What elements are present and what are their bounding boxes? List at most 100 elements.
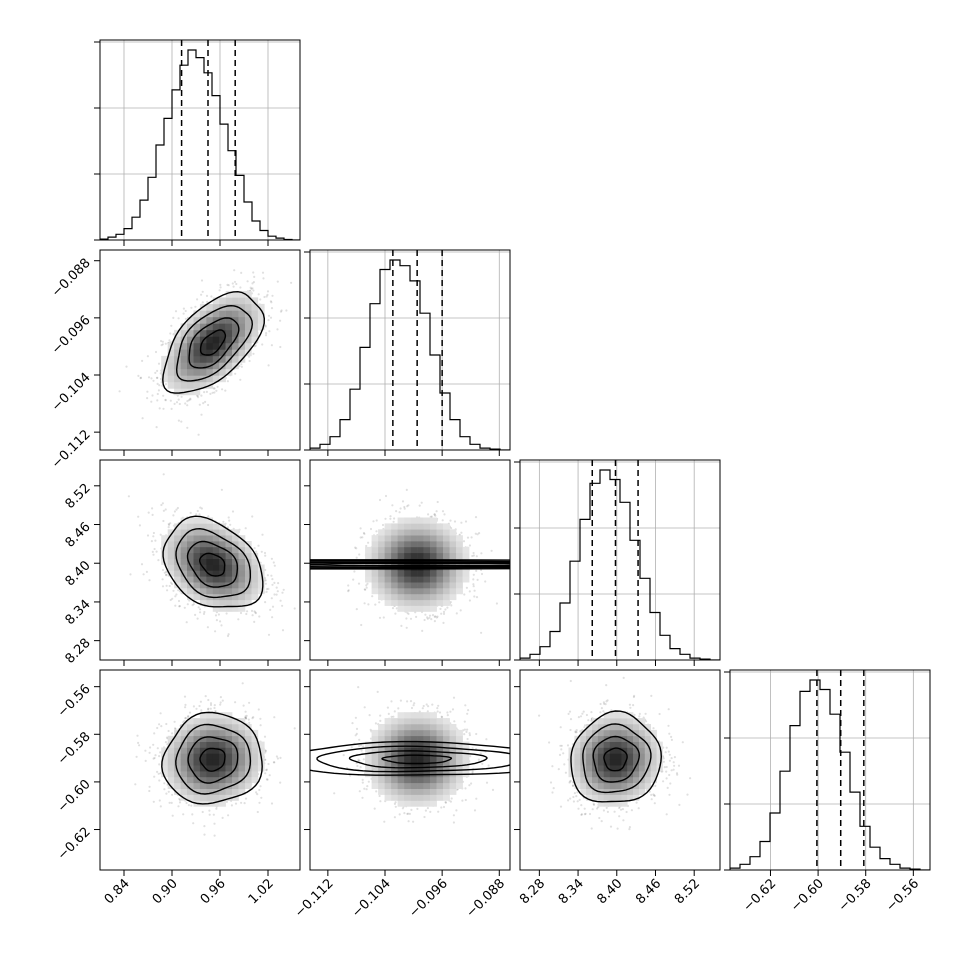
- panel-content: [0, 489, 914, 634]
- sample-point: [277, 590, 279, 592]
- sample-point: [206, 301, 208, 303]
- density-cell: [430, 547, 437, 553]
- density-cell: [437, 570, 444, 576]
- sample-point: [146, 391, 148, 393]
- sample-point: [264, 601, 266, 603]
- sample-point: [262, 277, 264, 279]
- sample-point: [166, 589, 168, 591]
- density-cell: [219, 576, 226, 582]
- density-cell: [213, 323, 220, 330]
- sample-point: [434, 620, 436, 622]
- sample-point: [174, 403, 176, 405]
- density-cell: [456, 547, 463, 553]
- sample-point: [146, 571, 148, 573]
- density-cell: [213, 559, 220, 565]
- density-cell: [443, 553, 450, 559]
- sample-point: [347, 590, 349, 592]
- density-cell: [456, 588, 463, 594]
- sample-point: [273, 582, 275, 584]
- sample-point: [261, 534, 263, 536]
- sample-point: [467, 537, 469, 539]
- density-cell: [378, 553, 385, 559]
- density-cell: [385, 588, 392, 594]
- density-cell: [168, 559, 175, 565]
- density-cell: [372, 588, 379, 594]
- sample-point: [282, 629, 284, 631]
- density-cell: [181, 565, 188, 571]
- density-cell: [378, 547, 385, 553]
- sample-point: [281, 592, 283, 594]
- sample-point: [402, 500, 404, 502]
- sample-point: [228, 284, 230, 286]
- sample-point: [185, 318, 187, 320]
- density-cell: [417, 541, 424, 547]
- sample-point: [366, 587, 368, 589]
- density-cell: [437, 594, 444, 600]
- density-cell: [174, 388, 181, 395]
- density-cell: [219, 297, 226, 304]
- sample-point: [152, 744, 154, 746]
- density-cell: [417, 535, 424, 541]
- sample-point: [440, 613, 442, 615]
- density-cell: [245, 594, 252, 600]
- sample-point: [474, 590, 476, 592]
- density-cell: [411, 606, 418, 612]
- sample-point: [247, 280, 249, 282]
- density-cell: [385, 600, 392, 606]
- sample-point: [140, 377, 142, 379]
- density-cell: [417, 547, 424, 553]
- sample-point: [481, 573, 483, 575]
- density-cell: [437, 523, 444, 529]
- density-cell: [226, 588, 233, 594]
- sample-point: [162, 408, 164, 410]
- sample-point: [446, 607, 448, 609]
- sample-point: [384, 518, 386, 520]
- sample-point: [186, 427, 188, 429]
- density-cell: [391, 600, 398, 606]
- density-cell: [232, 600, 239, 606]
- density-cell: [200, 369, 207, 376]
- sample-point: [153, 532, 155, 534]
- density-cell: [430, 529, 437, 535]
- sample-point: [415, 616, 417, 618]
- sample-point: [232, 282, 234, 284]
- density-cell: [450, 553, 457, 559]
- sample-point: [376, 519, 378, 521]
- sample-point: [361, 536, 363, 538]
- sample-point: [363, 532, 365, 534]
- density-cell: [213, 576, 220, 582]
- sample-point: [168, 526, 170, 528]
- sample-point: [184, 607, 186, 609]
- sample-point: [255, 551, 257, 553]
- sample-point: [172, 590, 174, 592]
- sample-point: [168, 339, 170, 341]
- sample-point: [406, 627, 408, 629]
- density-cell: [404, 570, 411, 576]
- density-cell: [181, 553, 188, 559]
- sample-point: [206, 295, 208, 297]
- sample-point: [271, 558, 273, 560]
- sample-point: [400, 625, 402, 627]
- sample-point: [265, 334, 267, 336]
- density-cell: [385, 547, 392, 553]
- panel-3-0: [94, 670, 303, 876]
- density-cell: [437, 535, 444, 541]
- density-cell: [219, 323, 226, 330]
- sample-point: [273, 561, 275, 563]
- density-cell: [194, 349, 201, 356]
- sample-point: [148, 579, 150, 581]
- sample-point: [148, 511, 150, 513]
- density-cell: [378, 541, 385, 547]
- panel-content: [128, 473, 296, 637]
- density-cell: [206, 588, 213, 594]
- density-cell: [232, 588, 239, 594]
- density-cell: [239, 576, 246, 582]
- sample-point: [147, 355, 149, 357]
- density-cell: [391, 535, 398, 541]
- panel-frame: [100, 40, 300, 240]
- sample-point: [157, 559, 159, 561]
- sample-point: [219, 620, 221, 622]
- density-cell: [456, 541, 463, 547]
- density-cell: [417, 553, 424, 559]
- sample-point: [523, 584, 525, 586]
